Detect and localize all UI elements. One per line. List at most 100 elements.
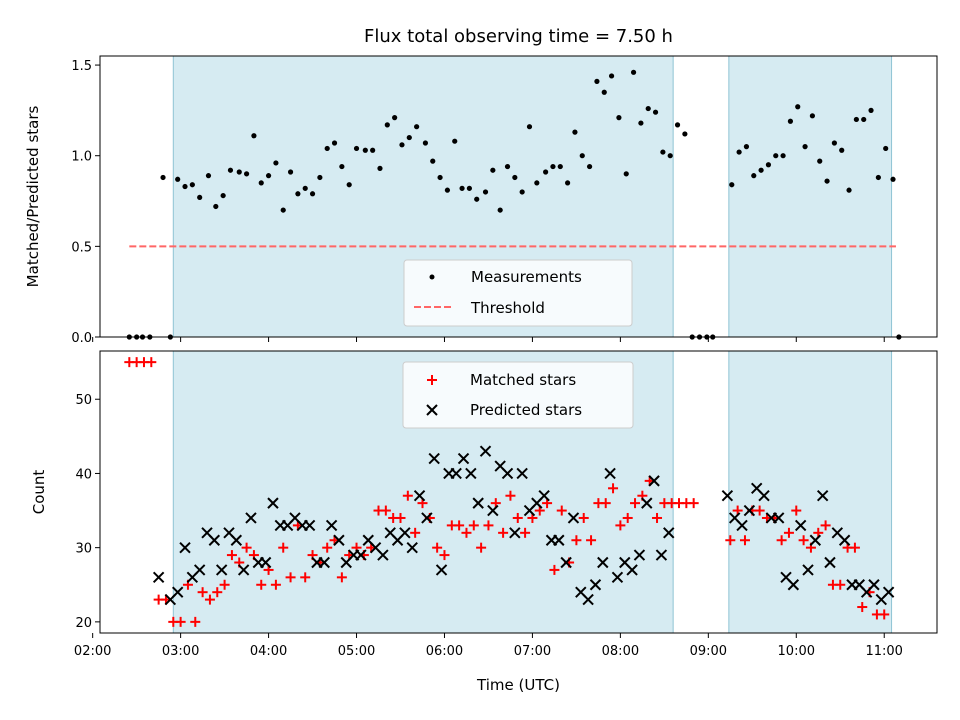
predicted-star-point [553,534,565,546]
measurement-point [565,180,571,186]
predicted-star-point [538,490,550,502]
measurement-point [512,174,518,181]
measurement-point [370,147,376,153]
predicted-star-point [794,519,807,532]
bottom-plot-frame [99,350,938,634]
predicted-star-point [465,467,477,480]
predicted-star-point [215,564,228,576]
matched-star-point [226,550,237,561]
matched-star-point [402,490,413,501]
y-tick-label: 1.0 [71,150,92,165]
measurement-point [414,124,420,130]
measurement-point [346,182,352,188]
measurement-point [557,163,563,170]
measurement-point [466,185,472,191]
matched-star-point [212,587,223,598]
measurement-point [729,182,735,188]
predicted-star-point [377,549,389,561]
measurement-point [273,160,279,166]
predicted-star-point [721,490,734,502]
measurement-point [601,89,607,95]
measurement-point [543,169,549,175]
predicted-star-point [824,556,836,569]
measurement-point [504,163,511,170]
matched-star-point [241,542,252,553]
measurement-point [189,182,195,188]
y-tick-label: 40 [75,467,92,482]
measurement-point [324,145,330,152]
x-axis-label: Time (UTC) [476,676,560,694]
measurement-point [795,104,801,110]
predicted-star-point [267,497,279,509]
measurement-point [497,207,503,213]
bottom-data-points [124,357,895,627]
legend-threshold-label: Threshold [470,299,545,317]
measurement-point [377,165,383,171]
matched-star-point [615,520,626,531]
legend-matched-label: Matched stars [470,371,576,389]
y-tick-label: 0.0 [71,331,92,346]
predicted-star-point [325,519,338,532]
measurement-point [572,129,578,135]
measurement-point [526,124,533,130]
predicted-star-point [421,512,433,524]
measurement-point [579,153,585,159]
predicted-star-point [633,549,646,561]
measurement-point [452,138,458,144]
matched-star-point [586,535,597,546]
matched-star-point [879,609,890,620]
measurement-point [824,178,830,184]
measurement-point [422,140,429,146]
predicted-star-point [802,564,814,576]
measurement-point [444,187,451,193]
matched-star-point [571,535,582,546]
predicted-star-point [303,519,316,532]
predicted-star-point [450,467,462,480]
x-tick-label: 05:00 [338,644,375,659]
measurement-point [205,173,212,179]
predicted-star-point [509,527,521,539]
matched-star-point [849,542,860,553]
measurement-point [608,73,615,79]
predicted-star-point [772,512,785,524]
measurement-point [243,171,250,177]
measurement-point [809,113,816,119]
y-tick-label: 50 [75,393,92,408]
legend-cross-glyph [426,404,438,416]
measurement-point [534,180,540,186]
bottom-x-ticks: 02:00 03:00 04:00 05:00 06:00 07:00 08:00 09:00… [74,633,903,659]
predicted-star-point [355,549,367,561]
legend-measurements-marker [429,274,435,280]
legend-predicted-marker [426,404,438,416]
matched-star-point [520,527,531,538]
measurement-point [482,189,489,195]
predicted-star-point [787,579,800,591]
predicted-star-point [457,452,470,465]
measurement-point [295,191,301,197]
legend-predicted-label: Predicted stars [470,401,582,419]
predicted-star-point [259,556,272,569]
legend-plus-glyph [427,375,437,385]
predicted-star-point [758,490,770,502]
predicted-star-point [516,467,528,480]
predicted-star-point [882,586,895,598]
top-legend-box [403,259,633,327]
matched-star-point [791,505,802,516]
predicted-star-point [399,527,411,539]
measurement-point [302,185,308,191]
measurement-point [474,196,480,202]
matched-star-point [652,512,663,523]
top-y-axis-label: Matched/Predicted stars [24,106,42,288]
predicted-star-point [743,504,756,517]
predicted-star-point [809,534,822,546]
predicted-star-point [838,534,851,546]
matched-star-point [410,527,421,538]
measurement-point [890,176,896,182]
matched-star-point [175,616,186,627]
matched-star-point [197,587,208,598]
predicted-star-point [435,564,448,576]
matched-star-point [622,512,633,523]
predicted-star-point [597,556,609,569]
measurement-point [780,153,786,159]
matched-star-point [857,602,868,613]
